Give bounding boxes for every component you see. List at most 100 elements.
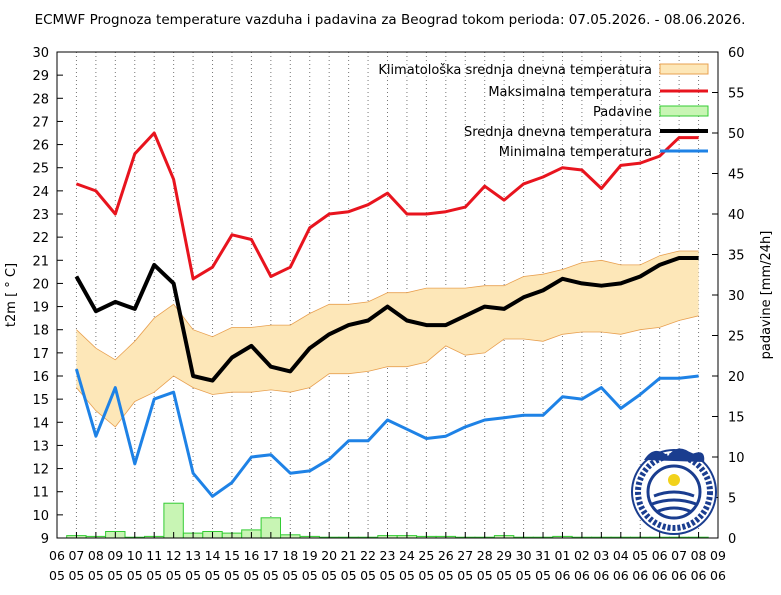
x-tick-day: 31 [535,548,551,563]
climatology-lower-edge [76,315,699,428]
x-tick-day: 30 [516,548,532,563]
x-tick-month: 05 [457,568,473,583]
mean-temperature-line [74,256,699,383]
x-tick-month: 05 [341,568,357,583]
x-tick-day: 27 [457,548,473,563]
y-tick-label: 29 [32,69,49,84]
x-tick-month: 06 [710,568,726,583]
x-tick-day: 09 [107,548,123,563]
x-tick-month: 06 [574,568,590,583]
y2-tick-label: 15 [728,411,745,426]
y-tick-label: 10 [32,509,49,524]
x-tick-day: 02 [574,548,590,563]
x-tick-day: 20 [321,548,337,563]
max-temperature-line [75,131,699,281]
x-tick-month: 05 [418,568,434,583]
x-tick-day: 11 [146,548,162,563]
y2-tick-label: 25 [728,330,745,345]
y2-tick-label: 60 [728,46,745,61]
x-tick-month: 06 [652,568,668,583]
y2-tick-label: 5 [728,492,736,507]
x-tick-day: 12 [166,548,182,563]
y-tick-label: 15 [32,393,49,408]
x-tick-day: 16 [243,548,259,563]
legend-label: Srednja dnevna temperatura [464,125,652,140]
x-tick-day: 09 [710,548,726,563]
x-tick-day: 08 [691,548,707,563]
y2-axis-label: padavine [mm/24h] [759,231,774,360]
x-tick-month: 05 [107,568,123,583]
y-tick-label: 12 [32,463,49,478]
x-axis: 0605070508050905100511051205130514051505… [49,532,726,583]
x-tick-month: 05 [399,568,415,583]
x-tick-day: 23 [380,548,396,563]
x-tick-day: 21 [341,548,357,563]
y-tick-label: 23 [32,208,49,223]
x-tick-day: 14 [205,548,221,563]
x-tick-month: 05 [88,568,104,583]
y-tick-label: 24 [32,185,49,200]
legend-label: Minimalna temperatura [499,145,652,160]
legend: Klimatološka srednja dnevna temperatura M… [378,63,709,160]
x-tick-month: 05 [516,568,532,583]
x-tick-day: 07 [68,548,84,563]
legend-label: Maksimalna temperatura [488,85,652,100]
x-tick-month: 05 [243,568,259,583]
y-tick-label: 13 [32,439,49,454]
y-axis-right: 0 5 10 15 20 25 30 35 40 45 50 55 60 [712,46,745,547]
min-temperature-line [74,368,699,498]
legend-swatch [659,105,709,117]
x-tick-day: 04 [613,548,629,563]
y2-tick-label: 35 [728,249,745,264]
x-tick-month: 05 [68,568,84,583]
y2-tick-label: 10 [728,451,745,466]
grid-lines [75,52,700,538]
x-tick-day: 08 [88,548,104,563]
x-tick-day: 07 [671,548,687,563]
y-tick-label: 19 [32,301,49,316]
x-tick-day: 06 [652,548,668,563]
x-tick-month: 06 [593,568,609,583]
x-tick-month: 05 [380,568,396,583]
x-tick-month: 05 [302,568,318,583]
x-tick-month: 05 [185,568,201,583]
chart-title: ECMWF Prognoza temperature vazduha i pad… [35,12,746,28]
x-tick-month: 05 [127,568,143,583]
y2-tick-label: 50 [728,127,745,142]
x-tick-month: 05 [535,568,551,583]
x-tick-month: 05 [205,568,221,583]
x-tick-day: 01 [555,548,571,563]
x-tick-day: 17 [263,548,279,563]
y-tick-label: 27 [32,115,49,130]
climatology-band [76,251,699,427]
y-tick-label: 21 [32,254,49,269]
y-tick-label: 26 [32,139,49,154]
x-tick-month: 05 [282,568,298,583]
y-axis-left: 9 10 11 12 13 14 15 16 17 18 19 20 21 22 23 24 25 26 27 28 2… [32,46,63,547]
y-tick-label: 28 [32,92,49,107]
y2-tick-label: 40 [728,208,745,223]
x-tick-month: 05 [224,568,240,583]
x-tick-day: 24 [399,548,415,563]
x-tick-day: 03 [593,548,609,563]
y-tick-label: 20 [32,277,49,292]
x-tick-day: 22 [360,548,376,563]
x-tick-day: 26 [438,548,454,563]
x-tick-month: 05 [496,568,512,583]
y-tick-label: 9 [41,532,49,547]
y-tick-label: 11 [32,486,49,501]
legend-label: Klimatološka srednja dnevna temperatura [378,63,652,78]
x-tick-day: 10 [127,548,143,563]
y-tick-label: 16 [32,370,49,385]
rhmz-logo [631,448,717,535]
legend-swatch [659,63,709,75]
y2-tick-label: 0 [728,532,736,547]
x-tick-month: 05 [360,568,376,583]
temperature-lines [74,131,699,498]
x-tick-month: 06 [555,568,571,583]
y2-tick-label: 20 [728,370,745,385]
x-tick-day: 28 [477,548,493,563]
x-tick-month: 05 [438,568,454,583]
x-tick-day: 25 [418,548,434,563]
